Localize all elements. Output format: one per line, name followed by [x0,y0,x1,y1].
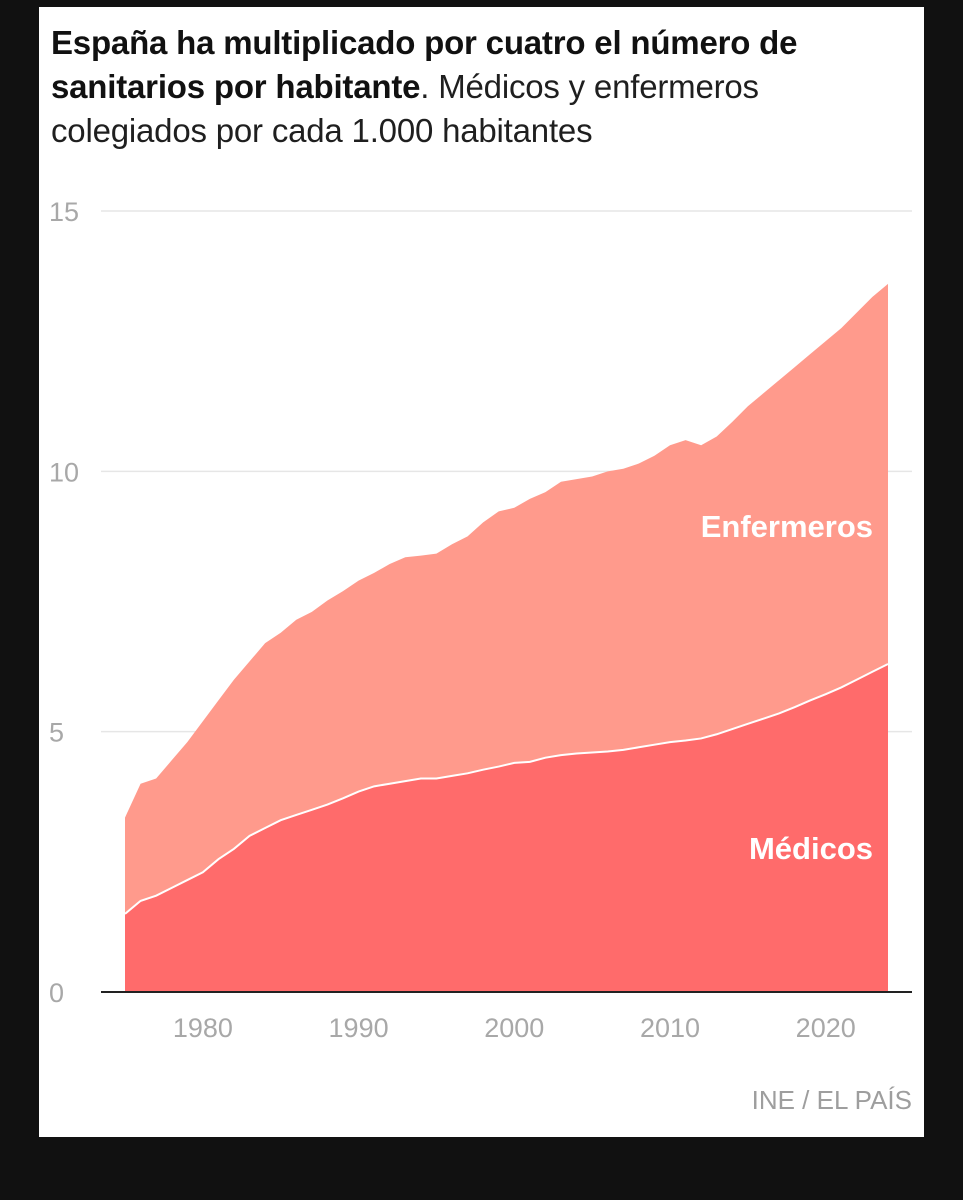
series-area-medicos [125,663,888,992]
y-tick-label-10: 10 [49,457,79,487]
chart-subtitle: Médicos y enfermeros colegiados por cada… [51,68,759,149]
x-tick-label-1980: 1980 [173,1013,233,1043]
chart-heading: España ha multiplicado por cuatro el núm… [51,21,911,153]
series-area-enfermeros [125,283,888,914]
x-tick-label-1990: 1990 [329,1013,389,1043]
y-tick-label-5: 5 [49,718,64,748]
y-tick-label-0: 0 [49,978,64,1008]
chart-title: España ha multiplicado por cuatro el núm… [51,24,798,105]
chart-card: España ha multiplicado por cuatro el núm… [39,7,924,1137]
series-boundary-line [124,663,889,915]
series-label-medicos: Médicos [749,831,873,866]
source-credit: INE / EL PAÍS [751,1085,912,1115]
x-tick-label-2000: 2000 [484,1013,544,1043]
area-chart: 0 5 10 15 1980 1990 2000 2010 2020 Médicos Enferme… [49,197,912,1043]
series-label-enfermeros: Enfermeros [701,509,873,544]
x-tick-label-2010: 2010 [640,1013,700,1043]
title-period: . [420,68,430,105]
x-tick-label-2020: 2020 [796,1013,856,1043]
y-tick-label-15: 15 [49,197,79,227]
